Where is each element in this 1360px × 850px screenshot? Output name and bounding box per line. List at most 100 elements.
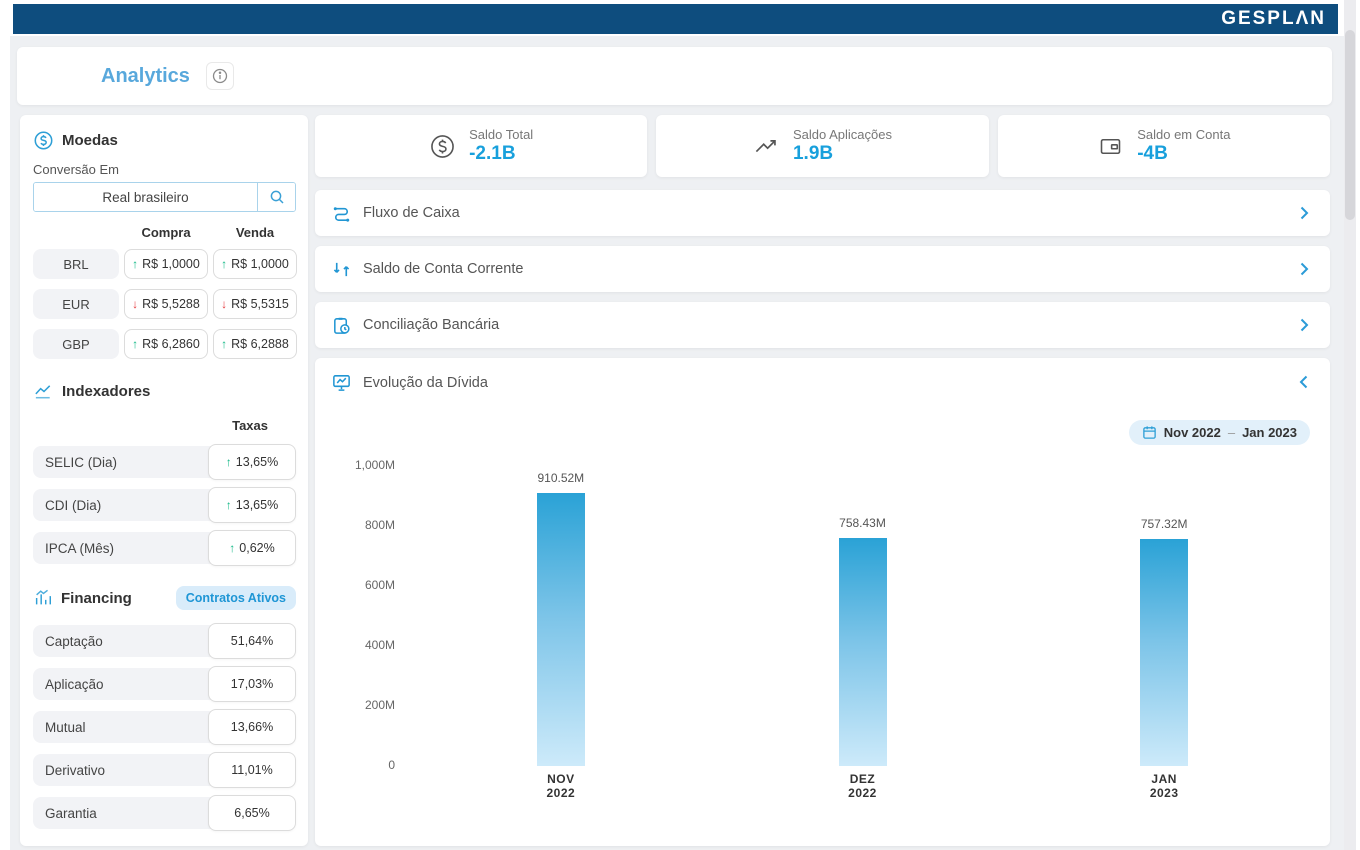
- wallet-icon: [1097, 133, 1124, 160]
- date-range-separator: –: [1227, 425, 1236, 440]
- index-row-cdi: CDI (Dia) ↑ 13,65%: [33, 487, 296, 523]
- sidebar: Moedas Conversão Em Compra Venda BRL ↑R$…: [20, 115, 308, 846]
- index-label: SELIC (Dia): [45, 454, 118, 470]
- compra-value: ↑ R$ 1,0000: [124, 249, 208, 279]
- swap-arrows-icon: [331, 259, 352, 280]
- financing-row-derivativo: Derivativo 11,01%: [33, 752, 296, 788]
- search-button[interactable]: [257, 183, 295, 211]
- calendar-icon: [1142, 425, 1157, 440]
- fx-row-eur: EUR ↓ R$ 5,5288 ↓ R$ 5,5315: [33, 289, 297, 319]
- compra-value: ↑ R$ 6,2860: [124, 329, 208, 359]
- financing-value: 13,66%: [208, 709, 296, 745]
- index-label: IPCA (Mês): [45, 540, 115, 556]
- chevron-right-icon[interactable]: [1296, 261, 1312, 277]
- currency-code: BRL: [33, 249, 119, 279]
- gesplan-logo: GESPLΛN: [1221, 8, 1326, 29]
- index-value: ↑ 13,65%: [208, 444, 296, 480]
- trend-arrow-icon: ↑: [132, 337, 139, 351]
- col-venda: Venda: [235, 225, 275, 240]
- dollar-circle-icon: [33, 130, 54, 151]
- chevron-right-icon[interactable]: [1296, 317, 1312, 333]
- section-fluxo-de-caixa[interactable]: Fluxo de Caixa: [315, 190, 1330, 236]
- info-button[interactable]: [205, 62, 234, 90]
- bar-dez-2022[interactable]: [838, 538, 887, 766]
- financing-label: Mutual: [45, 719, 86, 735]
- section-label: Fluxo de Caixa: [363, 205, 460, 221]
- indexadores-title: Indexadores: [62, 383, 151, 400]
- venda-value: ↓ R$ 5,5315: [213, 289, 297, 319]
- y-axis-tick: 1,000M: [354, 458, 395, 472]
- trend-arrow-icon: ↑: [229, 541, 236, 555]
- financing-section-header: Financing Contratos Ativos: [33, 586, 296, 610]
- bar-value-label: 758.43M: [839, 516, 886, 530]
- bar-value-label: 910.52M: [537, 471, 585, 485]
- kpi-saldo-em-conta: Saldo em Conta -4B: [997, 115, 1330, 177]
- contratos-ativos-badge[interactable]: Contratos Ativos: [175, 586, 296, 610]
- section-label: Saldo de Conta Corrente: [363, 261, 524, 277]
- search-icon: [269, 189, 285, 205]
- scrollbar-thumb[interactable]: [1345, 30, 1355, 220]
- financing-value: 17,03%: [208, 666, 296, 702]
- section-saldo-de-conta-corrente[interactable]: Saldo de Conta Corrente: [315, 246, 1330, 292]
- currency-code: EUR: [33, 289, 119, 319]
- kpi-label: Saldo Aplicações: [792, 127, 892, 142]
- index-label: CDI (Dia): [45, 497, 102, 513]
- bar-value-label: 757.32M: [1140, 517, 1188, 531]
- financing-label: Garantia: [45, 805, 97, 821]
- chevron-right-icon[interactable]: [1296, 205, 1312, 221]
- trend-arrow-icon: ↑: [221, 257, 228, 271]
- col-taxas: Taxas: [232, 418, 268, 433]
- index-row-selic: SELIC (Dia) ↑ 13,65%: [33, 444, 296, 480]
- kpi-value: -4B: [1137, 143, 1168, 164]
- index-row-ipca: IPCA (Mês) ↑ 0,62%: [33, 530, 296, 566]
- date-range-end: Jan 2023: [1242, 425, 1297, 440]
- x-axis-label: DEZ 2022: [848, 772, 877, 800]
- date-range-filter[interactable]: Nov 2022 – Jan 2023: [1128, 420, 1310, 445]
- conversion-input[interactable]: [34, 183, 257, 211]
- bar-slot: 758.43M DEZ 2022: [712, 466, 1014, 800]
- financing-row-aplicacao: Aplicação 17,03%: [33, 666, 296, 702]
- index-value: ↑ 0,62%: [208, 530, 296, 566]
- financing-title: Financing: [61, 589, 132, 607]
- trending-up-icon: [753, 133, 780, 160]
- financing-label: Captação: [45, 633, 103, 649]
- chevron-left-icon[interactable]: [1296, 374, 1312, 390]
- kpi-value: -2.1B: [469, 143, 516, 164]
- financing-row-captacao: Captação 51,64%: [33, 623, 296, 659]
- vertical-scrollbar[interactable]: [1344, 0, 1356, 850]
- chart-y-axis: 1,000M 800M 600M 400M 200M 0: [335, 458, 395, 772]
- bar-chart-icon: [33, 588, 53, 608]
- y-axis-tick: 600M: [364, 578, 395, 592]
- info-icon: [212, 68, 228, 84]
- moedas-section-header: Moedas: [33, 130, 296, 151]
- page-header: Analytics: [17, 47, 1332, 105]
- bar-nov-2022[interactable]: [536, 493, 585, 766]
- financing-value: 51,64%: [208, 623, 296, 659]
- y-axis-tick: 400M: [364, 638, 395, 652]
- trend-arrow-icon: ↓: [132, 297, 139, 311]
- financing-row-garantia: Garantia 6,65%: [33, 795, 296, 831]
- conversion-input-group: [33, 182, 296, 212]
- fx-row-gbp: GBP ↑ R$ 6,2860 ↑ R$ 6,2888: [33, 329, 297, 359]
- col-compra: Compra: [141, 225, 191, 240]
- venda-value: ↑ R$ 1,0000: [213, 249, 297, 279]
- trend-arrow-icon: ↑: [132, 257, 139, 271]
- clipboard-clock-icon: [331, 315, 352, 336]
- kpi-saldo-total: Saldo Total -2.1B: [315, 115, 648, 177]
- financing-row-mutual: Mutual 13,66%: [33, 709, 296, 745]
- evolution-header[interactable]: Evolução da Dívida: [331, 372, 488, 393]
- kpi-label: Saldo Total: [469, 127, 534, 142]
- compra-value: ↓ R$ 5,5288: [124, 289, 208, 319]
- fx-table-header: Compra Venda: [33, 225, 296, 240]
- dollar-circle-icon: [429, 133, 456, 160]
- financing-value: 11,01%: [208, 752, 296, 788]
- financing-label: Derivativo: [45, 762, 106, 778]
- section-label: Evolução da Dívida: [363, 374, 488, 391]
- financing-value: 6,65%: [208, 795, 296, 831]
- trend-arrow-icon: ↓: [221, 297, 228, 311]
- bar-jan-2023[interactable]: [1140, 539, 1189, 766]
- moedas-title: Moedas: [62, 132, 118, 149]
- date-range-start: Nov 2022: [1163, 425, 1221, 440]
- section-conciliacao-bancaria[interactable]: Conciliação Bancária: [315, 302, 1330, 348]
